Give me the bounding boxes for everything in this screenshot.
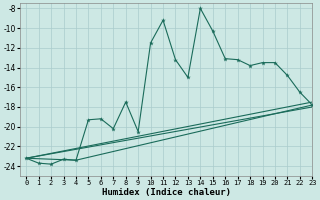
X-axis label: Humidex (Indice chaleur): Humidex (Indice chaleur) xyxy=(102,188,231,197)
